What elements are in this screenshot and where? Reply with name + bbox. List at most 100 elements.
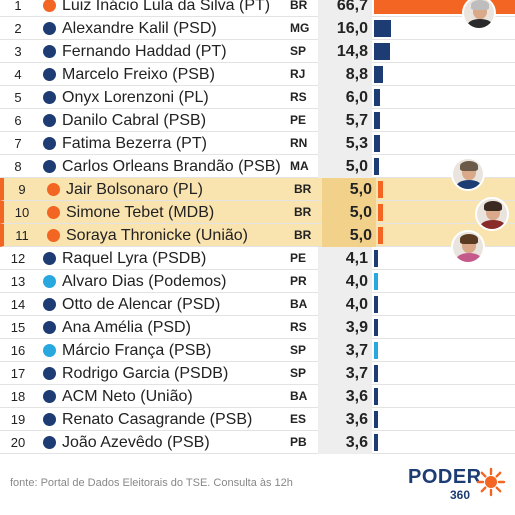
table-row: 5 Onyx Lorenzoni (PL) RS 6,0 [0, 86, 515, 109]
candidate-name: Danilo Cabral (PSB) [62, 112, 207, 129]
candidate-name: ACM Neto (União) [62, 388, 193, 405]
bar [374, 296, 379, 313]
data-label: 3,7 [345, 365, 368, 382]
table-row: 6 Danilo Cabral (PSB) PE 5,7 [0, 109, 515, 132]
value-cell: 4,0 [318, 270, 372, 293]
state-code: BA [290, 297, 308, 311]
table-row: 1 Luiz Inácio Lula da Silva (PT) BR 66,7 [0, 0, 515, 17]
state-code: MA [290, 159, 309, 173]
bar [374, 112, 381, 129]
value-cell: 5,0 [322, 224, 376, 247]
party-dot [47, 206, 60, 219]
table-row: 11 Soraya Thronicke (União) BR 5,0 [0, 224, 515, 247]
state-code: SP [290, 343, 307, 357]
table-row: 20 João Azevêdo (PSB) PB 3,6 [0, 431, 515, 454]
party-dot [43, 137, 56, 150]
candidate-name: Carlos Orleans Brandão (PSB) [62, 158, 281, 175]
table-row: 18 ACM Neto (União) BA 3,6 [0, 385, 515, 408]
data-label: 8,8 [345, 66, 368, 83]
table-row: 12 Raquel Lyra (PSDB) PE 4,1 [0, 247, 515, 270]
data-label: 3,6 [345, 388, 368, 405]
party-dot [43, 91, 56, 104]
candidate-name: Rodrigo Garcia (PSDB) [62, 365, 229, 382]
rank-number: 18 [10, 389, 26, 404]
table-row: 3 Fernando Haddad (PT) SP 14,8 [0, 40, 515, 63]
party-dot [47, 183, 60, 196]
table-row: 19 Renato Casagrande (PSB) ES 3,6 [0, 408, 515, 431]
table-row: 7 Fatima Bezerra (PT) RN 5,3 [0, 132, 515, 155]
candidate-name: Raquel Lyra (PSDB) [62, 250, 207, 267]
candidate-photo [451, 157, 485, 191]
candidate-name: Ana Amélia (PSD) [62, 319, 191, 336]
candidate-name: Fatima Bezerra (PT) [62, 135, 207, 152]
party-dot [43, 114, 56, 127]
data-label: 5,0 [345, 158, 368, 175]
state-code: PB [290, 435, 307, 449]
table-row: 16 Márcio França (PSB) SP 3,7 [0, 339, 515, 362]
state-code: SP [290, 366, 307, 380]
value-cell: 5,0 [322, 178, 376, 201]
state-code: PE [290, 251, 307, 265]
rank-number: 4 [14, 67, 22, 82]
value-cell: 3,9 [318, 316, 372, 339]
state-code: RS [290, 90, 307, 104]
rank-number: 2 [14, 21, 22, 36]
data-label: 5,0 [349, 204, 372, 221]
state-code: PR [290, 274, 307, 288]
bar [374, 135, 380, 152]
rank-number: 19 [10, 412, 26, 427]
state-code: BR [294, 182, 312, 196]
bar [374, 319, 379, 336]
candidate-name: Alexandre Kalil (PSD) [62, 20, 217, 37]
source-note: fonte: Portal de Dados Eleitorais do TSE… [10, 477, 293, 489]
state-code: BR [290, 0, 308, 12]
candidate-name: Márcio França (PSB) [62, 342, 212, 359]
table-row: 9 Jair Bolsonaro (PL) BR 5,0 [0, 178, 515, 201]
state-code: SP [290, 44, 307, 58]
party-dot [43, 252, 56, 265]
value-cell: 4,0 [318, 293, 372, 316]
candidate-name: Simone Tebet (MDB) [66, 204, 215, 221]
state-code: BR [294, 205, 312, 219]
poder360-logo: PODER 360 [408, 466, 508, 502]
rank-number: 14 [10, 297, 26, 312]
party-dot [43, 68, 56, 81]
value-cell: 66,7 [318, 0, 372, 17]
data-label: 5,7 [345, 112, 368, 129]
table-row: 10 Simone Tebet (MDB) BR 5,0 [0, 201, 515, 224]
table-row: 14 Otto de Alencar (PSD) BA 4,0 [0, 293, 515, 316]
party-dot [43, 160, 56, 173]
bar [374, 158, 380, 175]
rank-number: 12 [10, 251, 26, 266]
table-row: 15 Ana Amélia (PSD) RS 3,9 [0, 316, 515, 339]
party-dot [43, 0, 56, 12]
party-dot [43, 367, 56, 380]
bar [374, 43, 390, 60]
candidate-name: João Azevêdo (PSB) [62, 434, 210, 451]
candidate-name: Renato Casagrande (PSB) [62, 411, 253, 428]
data-label: 3,7 [345, 342, 368, 359]
bar [374, 250, 379, 267]
bar [378, 227, 384, 244]
data-label: 4,0 [345, 273, 368, 290]
candidate-name: Soraya Thronicke (União) [66, 227, 249, 244]
bar [374, 365, 378, 382]
rank-number: 11 [15, 228, 29, 243]
bar [374, 434, 378, 451]
bar [378, 181, 384, 198]
bar [374, 66, 384, 83]
candidate-name: Alvaro Dias (Podemos) [62, 273, 227, 290]
party-dot [43, 22, 56, 35]
state-code: RN [290, 136, 308, 150]
party-dot [43, 298, 56, 311]
value-cell: 4,1 [318, 247, 372, 270]
bar [374, 411, 378, 428]
table-row: 8 Carlos Orleans Brandão (PSB) MA 5,0 [0, 155, 515, 178]
value-cell: 3,6 [318, 408, 372, 431]
bar [374, 342, 378, 359]
bar [374, 388, 378, 405]
party-dot [43, 321, 56, 334]
rank-number: 20 [10, 435, 26, 450]
table-row: 4 Marcelo Freixo (PSB) RJ 8,8 [0, 63, 515, 86]
rank-number: 6 [14, 113, 22, 128]
